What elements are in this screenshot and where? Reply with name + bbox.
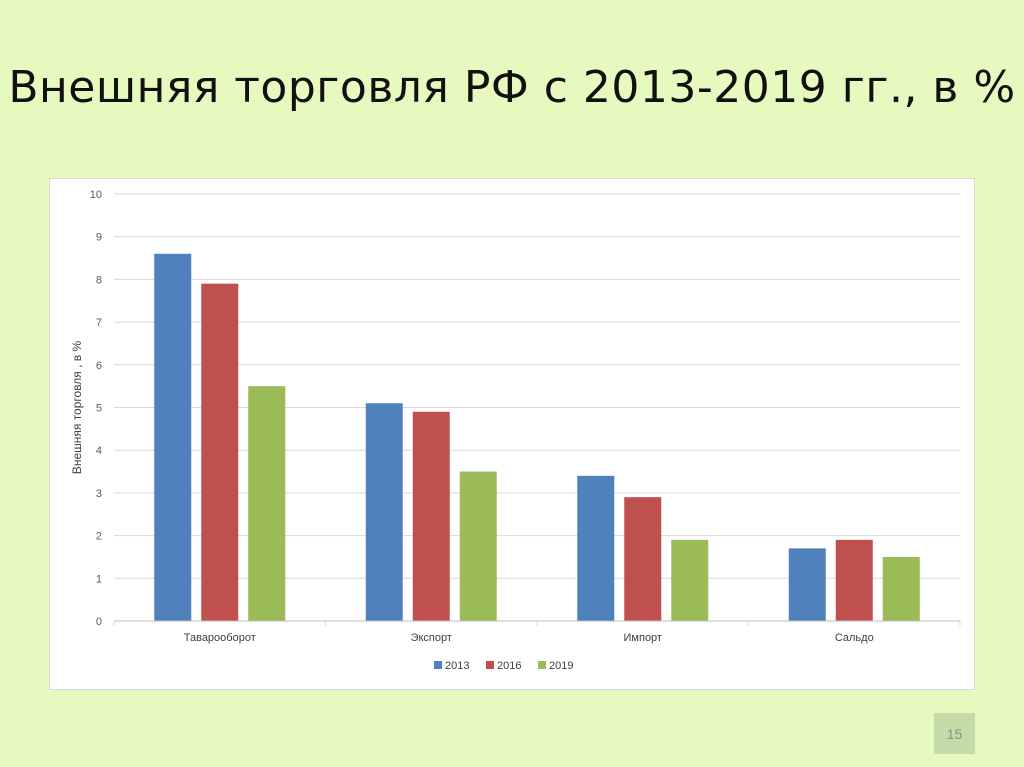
y-tick-label: 2 <box>96 531 102 543</box>
legend-swatch-2013 <box>434 661 442 669</box>
bar-2019-Импорт <box>671 539 709 621</box>
y-tick-label: 1 <box>96 573 102 585</box>
y-tick-label: 7 <box>96 317 102 329</box>
y-tick-label: 6 <box>96 360 102 372</box>
y-tick-label: 5 <box>96 403 102 415</box>
bar-2016-Экспорт <box>412 411 450 621</box>
y-tick-label: 3 <box>96 488 102 500</box>
slide-title: Внешняя торговля РФ с 2013-2019 гг., в % <box>8 62 1016 113</box>
page-number: 15 <box>934 713 975 754</box>
legend-swatch-2016 <box>486 661 494 669</box>
bar-2019-Таварооборот <box>248 386 286 621</box>
bar-2019-Экспорт <box>459 471 497 621</box>
y-tick-label: 4 <box>96 445 102 457</box>
chart-panel: 0 1 2 3 4 5 6 7 8 9 10 Таварооборот Экспорт Импорт Сал… <box>49 178 975 690</box>
bar-2013-Экспорт <box>365 403 403 621</box>
bar-2013-Таварооборот <box>154 253 192 621</box>
bar-2016-Импорт <box>624 497 662 621</box>
bar-2016-Таварооборот <box>201 283 239 621</box>
x-category-label: Сальдо <box>835 632 874 644</box>
x-category-label: Экспорт <box>411 632 452 644</box>
bar-chart: 0 1 2 3 4 5 6 7 8 9 10 Таварооборот Экспорт Импорт Сал… <box>70 189 961 672</box>
legend-label: 2016 <box>497 660 521 672</box>
bar-2013-Импорт <box>577 475 615 621</box>
x-category-label: Таварооборот <box>184 632 256 644</box>
y-tick-label: 10 <box>90 189 102 201</box>
y-tick-label: 8 <box>96 274 102 286</box>
y-axis-title: Внешняя торговля , в % <box>70 340 84 474</box>
legend-label: 2019 <box>549 660 573 672</box>
x-category-label: Импорт <box>624 632 662 644</box>
legend-swatch-2019 <box>538 661 546 669</box>
y-tick-label: 0 <box>96 616 102 628</box>
bar-2016-Сальдо <box>835 539 873 621</box>
y-tick-label: 9 <box>96 232 102 244</box>
bar-2019-Сальдо <box>882 556 920 621</box>
bar-2013-Сальдо <box>788 548 826 621</box>
legend-label: 2013 <box>445 660 469 672</box>
